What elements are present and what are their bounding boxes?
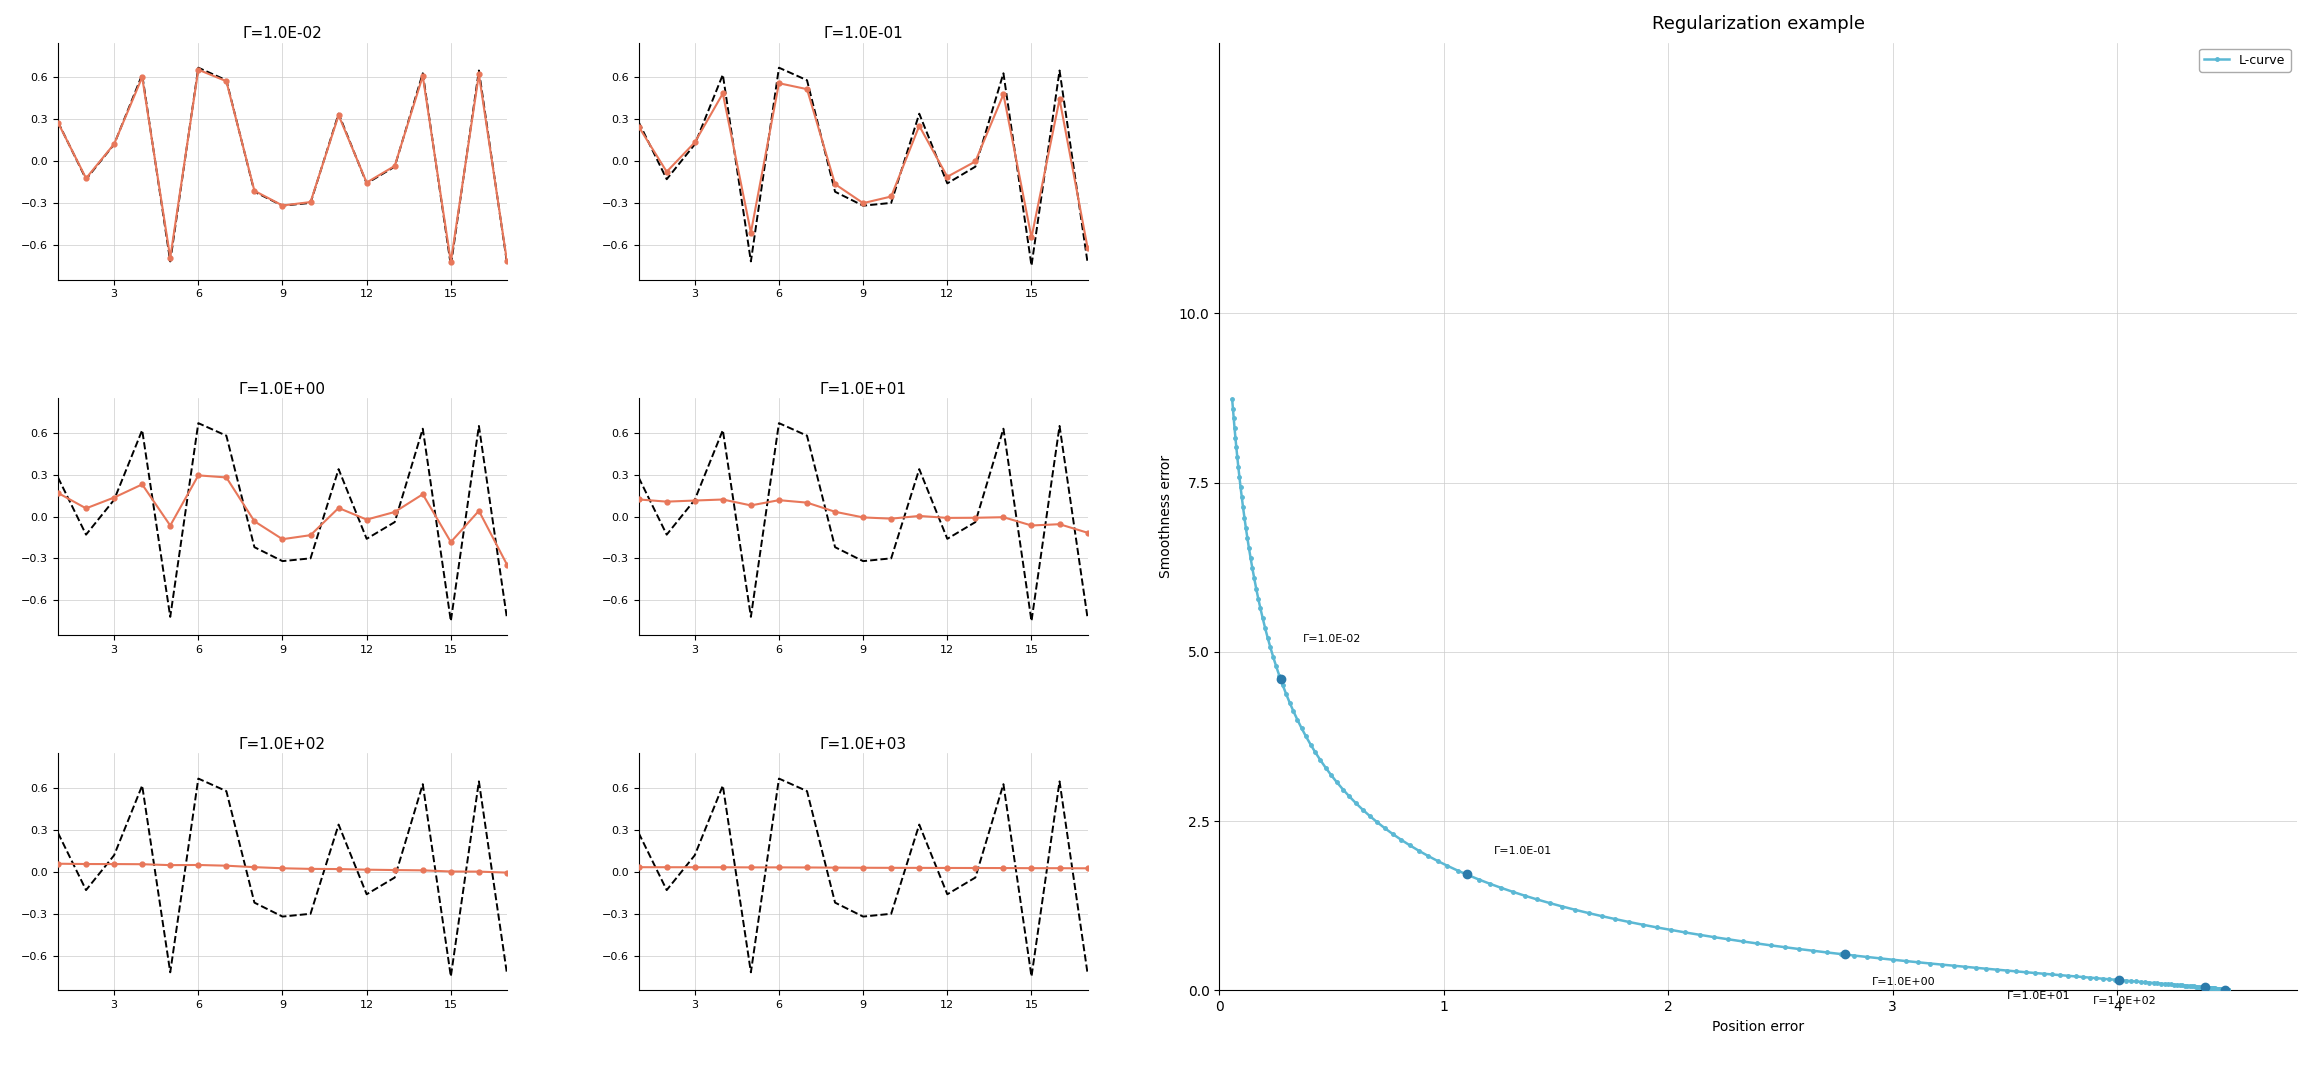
Title: Γ=1.0E-01: Γ=1.0E-01 bbox=[824, 27, 902, 42]
Title: Regularization example: Regularization example bbox=[1652, 15, 1865, 33]
L-curve bbox=[1218, 393, 1246, 406]
Line: L-curve: L-curve bbox=[1230, 397, 2230, 992]
Legend: L-curve: L-curve bbox=[2199, 49, 2290, 71]
Text: Γ=1.0E+00: Γ=1.0E+00 bbox=[1872, 977, 1935, 987]
Title: Γ=1.0E-02: Γ=1.0E-02 bbox=[244, 27, 322, 42]
L-curve bbox=[1230, 511, 1257, 524]
Title: Γ=1.0E+01: Γ=1.0E+01 bbox=[819, 382, 907, 397]
Y-axis label: Smoothness error: Smoothness error bbox=[1160, 455, 1174, 578]
Text: Γ=1.0E+02: Γ=1.0E+02 bbox=[2093, 997, 2158, 1006]
Text: Γ=1.0E+01: Γ=1.0E+01 bbox=[2007, 990, 2069, 1001]
Title: Γ=1.0E+00: Γ=1.0E+00 bbox=[239, 382, 327, 397]
X-axis label: Position error: Position error bbox=[1712, 1019, 1805, 1034]
L-curve bbox=[2216, 984, 2243, 997]
L-curve bbox=[2213, 984, 2241, 997]
L-curve bbox=[1302, 747, 1329, 759]
L-curve bbox=[1225, 471, 1253, 484]
Text: Γ=1.0E-01: Γ=1.0E-01 bbox=[1494, 847, 1552, 856]
Title: Γ=1.0E+03: Γ=1.0E+03 bbox=[819, 737, 907, 752]
L-curve bbox=[1415, 850, 1443, 863]
L-curve bbox=[2213, 984, 2241, 997]
Title: Γ=1.0E+02: Γ=1.0E+02 bbox=[239, 737, 327, 752]
Text: Γ=1.0E-02: Γ=1.0E-02 bbox=[1304, 635, 1362, 644]
